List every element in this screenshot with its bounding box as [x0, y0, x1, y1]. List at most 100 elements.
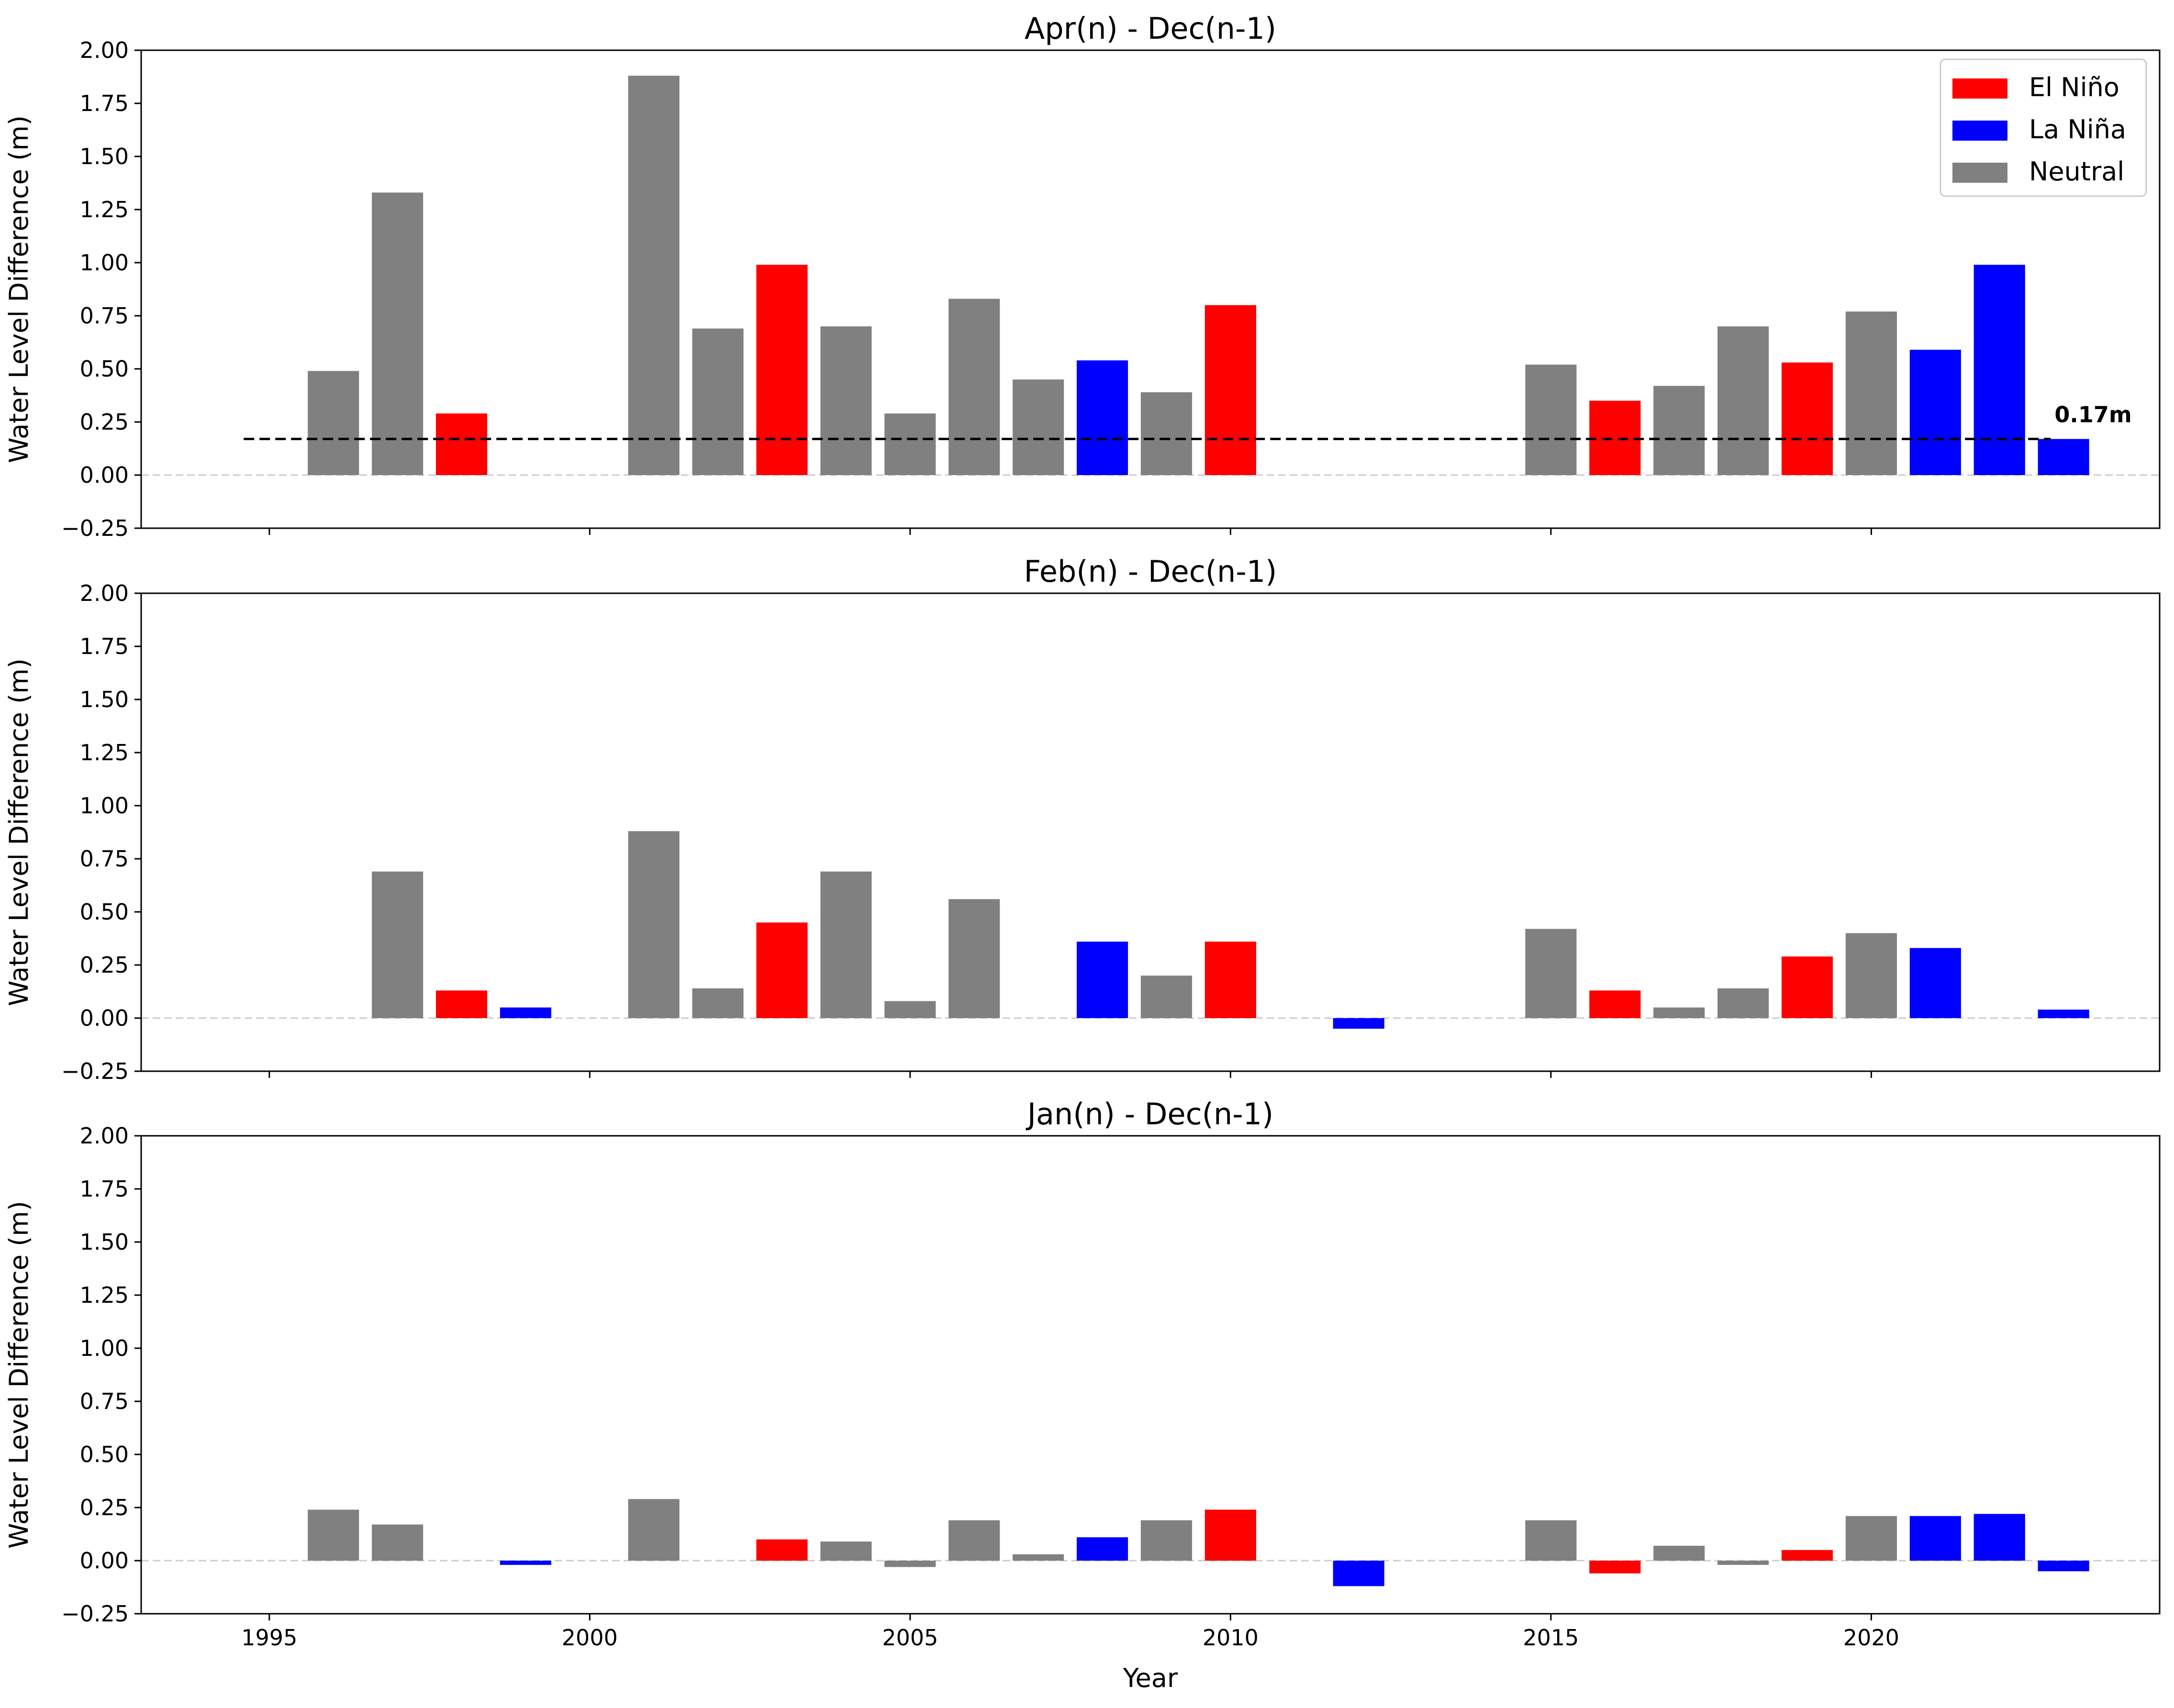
bar-2021 [1909, 350, 1961, 475]
legend-label-el_nino: El Niño [2029, 72, 2119, 102]
bar-2019 [1781, 362, 1833, 475]
x-tick-label: 2015 [1523, 1625, 1579, 1651]
bar-2012 [1333, 1561, 1384, 1586]
bar-2007 [1013, 1554, 1064, 1561]
bar-2023 [2038, 439, 2089, 475]
bar-2010 [1204, 942, 1256, 1018]
y-tick-label: 2.00 [80, 1123, 129, 1149]
legend-swatch-neutral [1952, 163, 2007, 183]
bar-2017 [1653, 1007, 1705, 1018]
panel-title: Apr(n) - Dec(n-1) [1025, 11, 1276, 46]
bar-2008 [1077, 1537, 1128, 1561]
bar-2009 [1140, 392, 1193, 475]
y-tick-label: 0.75 [80, 303, 129, 329]
y-axis-label: Water Level Difference (m) [4, 658, 34, 1006]
bar-2005 [884, 413, 936, 475]
x-tick-label: 2010 [1203, 1625, 1259, 1651]
x-tick-label: 2000 [562, 1625, 618, 1651]
y-tick-label: 0.75 [80, 1388, 129, 1414]
bar-2003 [756, 265, 808, 475]
bar-2001 [628, 1499, 680, 1561]
bar-2023 [2038, 1561, 2089, 1572]
y-tick-label: 1.25 [80, 197, 129, 222]
bar-2006 [948, 899, 1000, 1018]
bar-2008 [1077, 360, 1128, 475]
y-axis-label: Water Level Difference (m) [4, 115, 34, 463]
panel-title: Jan(n) - Dec(n-1) [1026, 1097, 1274, 1131]
bar-2022 [1973, 265, 2025, 475]
bar-2006 [948, 1520, 1000, 1561]
panel-1: 0.17m −0.25 0.00 0.25 0.50 0.75 1.00 1.25 1.50 1.… [4, 11, 2161, 541]
bar-1999 [500, 1561, 551, 1565]
y-tick-label: 2.00 [80, 37, 129, 63]
bar-2002 [692, 328, 744, 475]
y-tick-label: −0.25 [61, 1601, 129, 1627]
y-tick-label: 0.75 [80, 846, 129, 872]
y-tick-label: 1.75 [80, 633, 129, 659]
y-tick-label: 1.25 [80, 740, 129, 765]
bar-2017 [1653, 386, 1705, 475]
y-tick-label: 1.75 [80, 90, 129, 116]
x-tick-label: 1995 [241, 1625, 297, 1651]
bar-2010 [1204, 305, 1256, 475]
panel-3: −0.25 0.00 0.25 0.50 0.75 1.00 1.25 1.50 1.75 2.0… [4, 1097, 2161, 1651]
x-axis-label: Year [1123, 1663, 1178, 1693]
bar-2018 [1717, 988, 1769, 1018]
y-tick-label: 1.50 [80, 687, 129, 712]
bar-2010 [1204, 1509, 1256, 1561]
bar-2001 [628, 831, 680, 1018]
bar-2022 [1973, 1514, 2025, 1561]
bar-2018 [1717, 1561, 1769, 1565]
panel-2: −0.25 0.00 0.25 0.50 0.75 1.00 1.25 1.50 1.75 2.0… [4, 554, 2161, 1084]
bar-2006 [948, 299, 1000, 475]
bar-2019 [1781, 956, 1833, 1018]
bar-2009 [1140, 976, 1193, 1018]
bar-2005 [884, 1561, 936, 1567]
legend-label-la_nina: La Niña [2029, 114, 2126, 144]
bar-2021 [1909, 1516, 1961, 1561]
bar-1997 [372, 871, 424, 1018]
bar-1997 [372, 192, 424, 476]
axes-frame [140, 592, 2161, 1072]
y-axis-label: Water Level Difference (m) [4, 1201, 34, 1549]
y-tick-label: 1.50 [80, 1229, 129, 1255]
y-tick-label: 0.25 [80, 1495, 129, 1520]
bar-2015 [1525, 929, 1577, 1018]
y-tick-label: −0.25 [61, 1058, 129, 1084]
y-tick-label: 1.00 [80, 250, 129, 276]
legend-swatch-la_nina [1952, 121, 2007, 141]
axes-frame [140, 49, 2161, 529]
bar-1998 [435, 413, 488, 475]
bar-2017 [1653, 1545, 1705, 1561]
legend-label-neutral: Neutral [2029, 156, 2124, 187]
bar-2018 [1717, 326, 1769, 475]
mean-line-label: 0.17m [2054, 402, 2131, 428]
y-tick-label: 1.25 [80, 1282, 129, 1308]
bar-2015 [1525, 1520, 1577, 1561]
y-tick-label: 0.50 [80, 899, 129, 925]
bar-2001 [628, 76, 680, 475]
x-tick-label: 2020 [1843, 1625, 1899, 1651]
bar-2009 [1140, 1520, 1193, 1561]
bar-2005 [884, 1001, 936, 1018]
bar-2020 [1845, 933, 1897, 1018]
y-tick-label: 1.00 [80, 1335, 129, 1361]
bar-2004 [820, 871, 872, 1018]
bar-2002 [692, 988, 744, 1018]
bar-2004 [820, 1542, 872, 1561]
bar-1997 [372, 1524, 424, 1561]
bar-2019 [1781, 1550, 1833, 1561]
bar-2003 [756, 1539, 808, 1561]
y-tick-label: 1.00 [80, 793, 129, 819]
y-tick-label: 0.50 [80, 356, 129, 382]
y-tick-label: −0.25 [61, 515, 129, 541]
x-tick-label: 2005 [882, 1625, 938, 1651]
axes-frame [140, 1135, 2161, 1615]
bar-2016 [1589, 990, 1641, 1018]
bar-1998 [435, 990, 488, 1018]
legend-swatch-el_nino [1952, 78, 2007, 99]
bar-1996 [308, 1509, 359, 1561]
bar-2020 [1845, 311, 1897, 475]
bar-1999 [500, 1007, 551, 1018]
